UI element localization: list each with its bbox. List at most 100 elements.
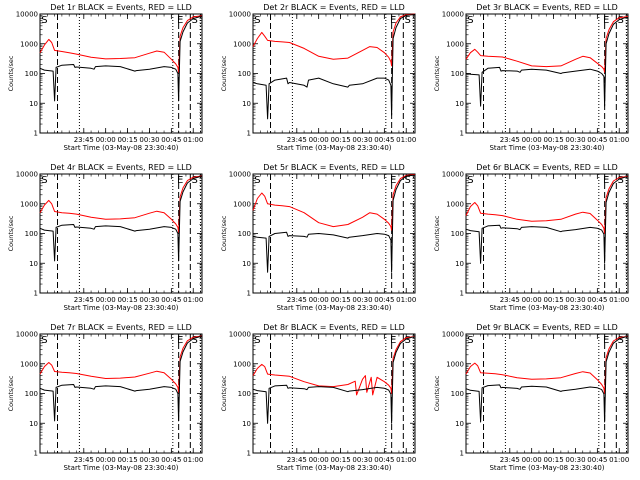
event-marker-label: S [41,335,47,346]
y-tick-label: 100 [451,390,464,398]
chart-title: Det 1r BLACK = Events, RED = LLD [50,3,192,12]
event-marker-label: E [390,15,396,26]
x-tick-label: 00:15 [117,296,137,304]
x-tick-label: 23:45 [500,296,520,304]
lld-series-line [39,335,203,393]
y-axis-label: Counts/sec [433,55,441,91]
y-tick-label: 10000 [442,11,464,19]
chart-title: Det 6r BLACK = Events, RED = LLD [476,163,618,172]
x-tick-label: 00:00 [522,296,542,304]
x-tick-label: 00:15 [543,136,563,144]
x-tick-label: 00:45 [161,136,181,144]
y-axis-label: Counts/sec [220,55,228,91]
x-tick-label: 23:45 [287,456,307,464]
events-series-line [465,16,629,107]
event-marker-label: E [177,15,183,26]
lld-series-line [39,15,203,73]
y-tick-label: 1 [460,450,464,458]
y-tick-label: 1000 [233,360,251,368]
y-tick-label: 10000 [16,171,38,179]
y-tick-label: 10 [242,420,251,428]
x-tick-label: 00:00 [309,296,329,304]
chart-panel: Det 6r BLACK = Events, RED = LLD 1 10 100 10… [433,163,629,312]
event-marker-label: S [405,15,411,26]
x-tick-label: 00:00 [522,136,542,144]
event-marker-label: E [603,335,609,346]
x-tick-label: 00:00 [96,296,116,304]
x-tick-label: 01:00 [609,296,629,304]
y-tick-label: 100 [238,230,251,238]
lld-series-line [252,174,416,231]
x-tick-label: 00:15 [330,456,350,464]
x-tick-label: 00:30 [139,136,159,144]
event-marker-label: E [177,175,183,186]
x-axis-label: Start Time (03-May-08 23:30:40) [276,464,391,472]
chart-title: Det 8r BLACK = Events, RED = LLD [263,323,405,332]
event-marker-label: S [254,175,260,186]
y-tick-label: 10000 [16,11,38,19]
lld-series-line [252,336,416,396]
chart-title: Det 5r BLACK = Events, RED = LLD [263,163,405,172]
x-tick-label: 00:30 [565,136,585,144]
event-marker-label: S [41,15,47,26]
y-tick-label: 1 [247,290,251,298]
y-tick-label: 100 [238,390,251,398]
y-tick-label: 10000 [442,331,464,339]
y-axis-label: Counts/sec [220,215,228,251]
chart-title: Det 9r BLACK = Events, RED = LLD [476,323,618,332]
x-tick-label: 01:00 [183,456,203,464]
y-tick-label: 1000 [446,360,464,368]
event-marker-label: S [618,335,624,346]
event-marker-label: S [467,15,473,26]
x-tick-label: 00:30 [139,296,159,304]
chart-title: Det 3r BLACK = Events, RED = LLD [476,3,618,12]
x-tick-label: 00:45 [587,296,607,304]
x-tick-label: 23:45 [287,296,307,304]
event-marker-label: S [192,15,198,26]
y-tick-label: 10 [29,260,38,268]
x-tick-label: 00:45 [161,296,181,304]
x-tick-label: 00:15 [117,136,137,144]
event-marker-label: E [177,335,183,346]
lld-series-line [465,335,629,394]
y-tick-label: 10 [455,100,464,108]
chart-panel: Det 8r BLACK = Events, RED = LLD 1 10 100 10… [220,323,416,472]
y-tick-label: 1000 [233,200,251,208]
y-tick-label: 1000 [233,40,251,48]
chart-panel: Det 2r BLACK = Events, RED = LLD 1 10 100 10… [220,3,416,152]
y-tick-label: 10 [242,260,251,268]
y-tick-label: 10 [29,420,38,428]
event-marker-label: S [618,15,624,26]
chart-panel: Det 4r BLACK = Events, RED = LLD 1 10 100 10… [7,163,203,312]
y-tick-label: 10 [455,420,464,428]
y-tick-label: 100 [25,230,38,238]
x-tick-label: 00:45 [374,296,394,304]
plot-frame [252,13,416,134]
x-axis-label: Start Time (03-May-08 23:30:40) [63,464,178,472]
lld-series-line [465,175,629,234]
event-marker-label: S [618,175,624,186]
y-tick-label: 100 [25,390,38,398]
chart-panel: Det 3r BLACK = Events, RED = LLD 1 10 100 10… [433,3,629,152]
y-axis-label: Counts/sec [7,55,15,91]
event-marker-label: S [467,175,473,186]
x-tick-label: 00:00 [96,456,116,464]
y-tick-label: 1000 [446,200,464,208]
x-tick-label: 00:45 [374,136,394,144]
y-tick-label: 1000 [20,360,38,368]
event-marker-label: S [254,15,260,26]
events-series-line [465,176,629,264]
x-tick-label: 01:00 [609,456,629,464]
y-tick-label: 1000 [446,40,464,48]
y-axis-label: Counts/sec [7,215,15,251]
x-tick-label: 00:30 [565,296,585,304]
x-tick-label: 00:00 [309,136,329,144]
x-tick-label: 23:45 [74,136,94,144]
chart-title: Det 7r BLACK = Events, RED = LLD [50,323,192,332]
y-tick-label: 100 [238,70,251,78]
x-tick-label: 23:45 [287,136,307,144]
x-tick-label: 01:00 [396,456,416,464]
event-marker-label: E [603,15,609,26]
events-series-line [39,336,203,422]
